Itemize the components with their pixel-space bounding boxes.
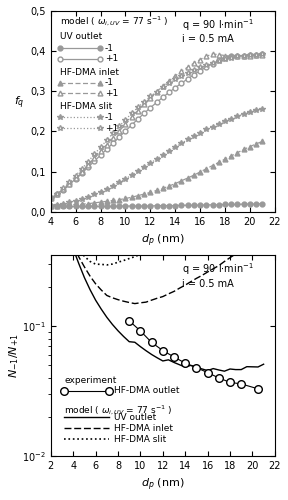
Text: -1: -1: [105, 44, 113, 52]
Text: HF-DMA inlet: HF-DMA inlet: [60, 68, 119, 76]
Y-axis label: $f_q$: $f_q$: [14, 95, 25, 112]
Y-axis label: $N_{-1}/N_{+1}$: $N_{-1}/N_{+1}$: [7, 334, 21, 378]
Text: experiment: experiment: [64, 376, 117, 385]
Text: model ( $\omega_{i,UV}$ = 77 s$^{-1}$ ): model ( $\omega_{i,UV}$ = 77 s$^{-1}$ ): [60, 14, 168, 28]
Text: -1: -1: [105, 78, 113, 87]
X-axis label: $d_p$ (nm): $d_p$ (nm): [141, 476, 185, 493]
Text: +1: +1: [105, 54, 118, 63]
Text: HF-DMA outlet: HF-DMA outlet: [113, 386, 179, 396]
Text: +1: +1: [105, 124, 118, 132]
Text: -1: -1: [105, 113, 113, 122]
Text: +1: +1: [105, 89, 118, 98]
Text: model ( $\omega_{i,UV}$ = 77 s$^{-1}$ ): model ( $\omega_{i,UV}$ = 77 s$^{-1}$ ): [64, 403, 173, 416]
Text: q = 90 l$\cdot$min$^{-1}$
i = 0.5 mA: q = 90 l$\cdot$min$^{-1}$ i = 0.5 mA: [182, 262, 253, 289]
Text: HF-DMA inlet: HF-DMA inlet: [113, 424, 173, 432]
Text: UV outlet: UV outlet: [60, 32, 102, 41]
X-axis label: $d_p$ (nm): $d_p$ (nm): [141, 232, 185, 248]
Text: q = 90 l$\cdot$min$^{-1}$
i = 0.5 mA: q = 90 l$\cdot$min$^{-1}$ i = 0.5 mA: [182, 17, 253, 44]
Text: UV outlet: UV outlet: [113, 412, 156, 422]
Text: HF-DMA slit: HF-DMA slit: [60, 102, 112, 111]
Text: HF-DMA slit: HF-DMA slit: [113, 434, 166, 444]
